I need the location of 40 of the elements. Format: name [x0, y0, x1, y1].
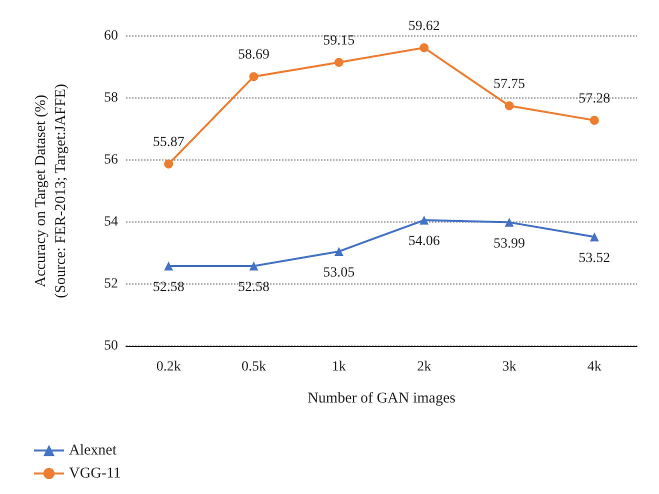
legend-label: Alexnet [69, 442, 118, 458]
x-tick-label: 2k [417, 360, 432, 374]
point [334, 246, 344, 256]
point [164, 160, 174, 169]
data-label: 53.99 [494, 236, 525, 252]
data-label: 59.15 [323, 33, 355, 48]
y-tick-label: 56 [104, 152, 118, 168]
point [420, 216, 429, 225]
y-tick-label: 54 [104, 214, 118, 230]
data-label: 54.06 [408, 234, 440, 250]
point [164, 262, 174, 271]
point [504, 101, 514, 110]
y-tick-label: 58 [104, 90, 118, 106]
x-tick-label: 1k [332, 360, 346, 374]
data-label: 52.58 [152, 280, 184, 296]
x-axis-title: Number of GAN images [308, 390, 456, 406]
x-tick-label: 4k [587, 360, 602, 374]
point [249, 262, 258, 271]
data-label: 59.62 [408, 18, 440, 34]
point [590, 232, 599, 242]
data-label: 52.58 [238, 280, 270, 296]
x-tick-label: 0.5k [242, 360, 266, 374]
y-tick-label: 60 [104, 28, 118, 44]
data-label: 58.69 [238, 48, 270, 63]
x-tick-label: 3k [502, 360, 516, 374]
data-label: 57.75 [494, 76, 525, 92]
data-label: 53.52 [578, 250, 610, 266]
x-tick-label: 0.2k [156, 360, 181, 374]
y-axis-title: Accuracy on Target Dataset (%) (Source: FER-2013; Target:JAFFE) [33, 84, 69, 298]
point [504, 218, 514, 227]
data-label: 57.28 [578, 91, 610, 106]
point [334, 58, 344, 67]
y-tick-label: 50 [104, 338, 118, 354]
data-label: 55.87 [152, 135, 184, 150]
point [249, 72, 258, 82]
y-tick-label: 52 [104, 276, 118, 292]
point [420, 43, 429, 52]
point [590, 116, 599, 125]
data-label: 53.05 [323, 265, 355, 280]
legend-label: VGG-11 [69, 466, 121, 482]
